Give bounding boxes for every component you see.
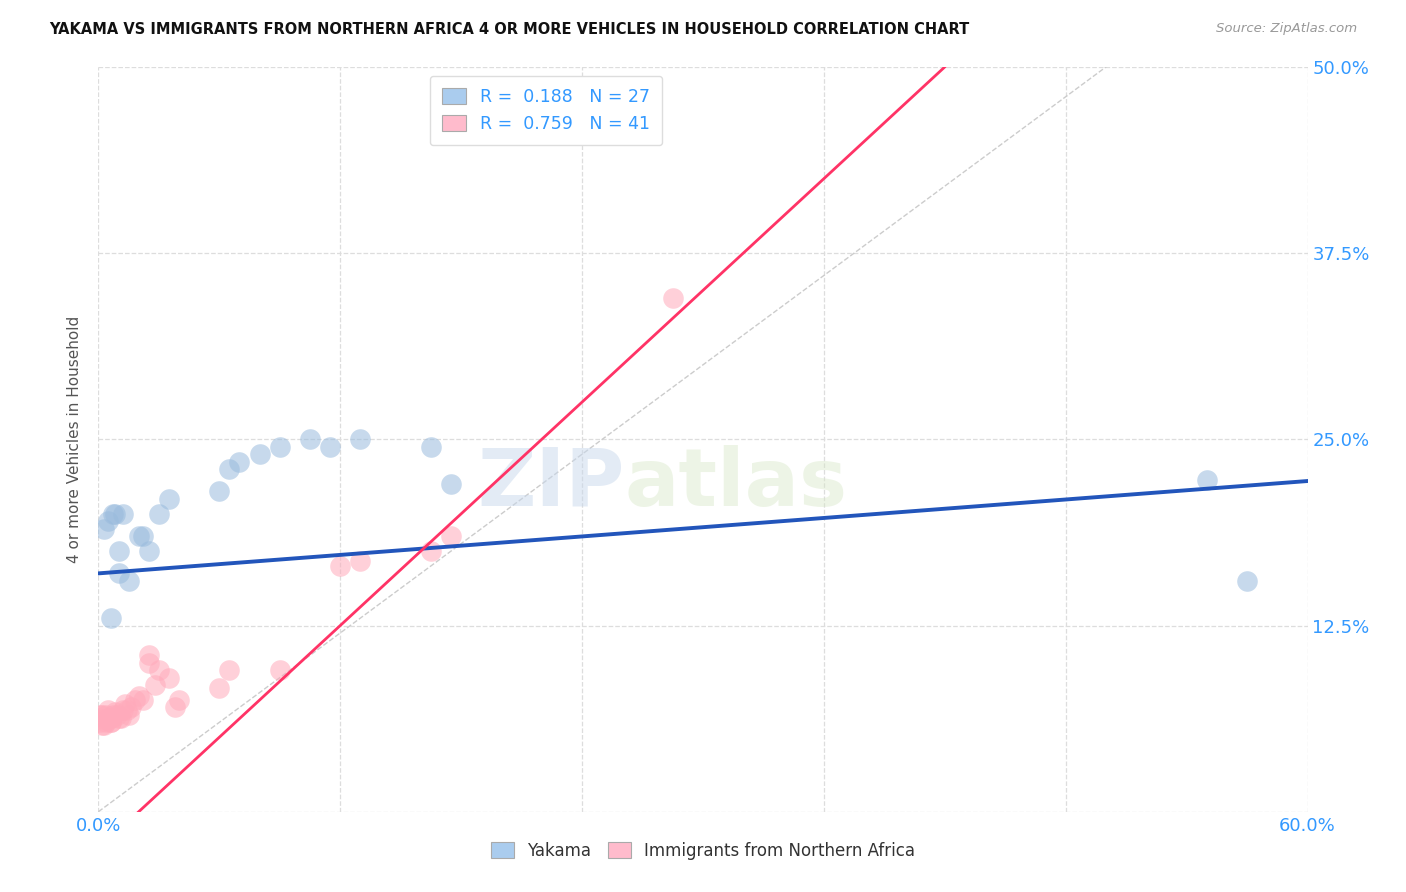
- Point: [132, 693, 155, 707]
- Point: [661, 291, 683, 305]
- Point: [114, 698, 136, 712]
- Point: [138, 544, 160, 558]
- Text: ZIP: ZIP: [477, 445, 624, 523]
- Point: [93, 712, 115, 726]
- Point: [420, 440, 443, 454]
- Point: [96, 707, 118, 722]
- Legend: Yakama, Immigrants from Northern Africa: Yakama, Immigrants from Northern Africa: [484, 836, 922, 867]
- Point: [103, 507, 125, 521]
- Point: [138, 648, 160, 663]
- Point: [319, 440, 342, 454]
- Point: [111, 703, 134, 717]
- Point: [100, 715, 122, 730]
- Point: [249, 447, 271, 461]
- Point: [107, 711, 129, 725]
- Text: Source: ZipAtlas.com: Source: ZipAtlas.com: [1216, 22, 1357, 36]
- Point: [143, 678, 166, 692]
- Point: [101, 707, 124, 722]
- Point: [132, 529, 155, 543]
- Point: [91, 707, 114, 722]
- Point: [349, 554, 371, 568]
- Point: [100, 611, 122, 625]
- Point: [107, 566, 129, 581]
- Point: [100, 711, 122, 725]
- Point: [349, 433, 371, 447]
- Point: [91, 718, 114, 732]
- Point: [329, 558, 352, 573]
- Point: [93, 718, 115, 732]
- Point: [228, 455, 250, 469]
- Point: [440, 477, 463, 491]
- Point: [218, 462, 240, 476]
- Point: [118, 707, 141, 722]
- Point: [101, 507, 124, 521]
- Point: [299, 433, 322, 447]
- Point: [100, 715, 122, 730]
- Point: [218, 663, 240, 677]
- Y-axis label: 4 or more Vehicles in Household: 4 or more Vehicles in Household: [67, 316, 83, 563]
- Text: atlas: atlas: [624, 445, 848, 523]
- Point: [128, 689, 150, 703]
- Point: [107, 544, 129, 558]
- Point: [103, 705, 125, 719]
- Point: [148, 507, 170, 521]
- Text: YAKAMA VS IMMIGRANTS FROM NORTHERN AFRICA 4 OR MORE VEHICLES IN HOUSEHOLD CORREL: YAKAMA VS IMMIGRANTS FROM NORTHERN AFRIC…: [49, 22, 970, 37]
- Point: [118, 574, 141, 588]
- Point: [420, 544, 443, 558]
- Point: [97, 703, 120, 717]
- Point: [110, 711, 132, 725]
- Point: [1236, 574, 1258, 588]
- Point: [157, 491, 180, 506]
- Point: [105, 707, 128, 722]
- Point: [1195, 473, 1218, 487]
- Point: [115, 703, 138, 717]
- Point: [440, 529, 463, 543]
- Point: [163, 700, 186, 714]
- Point: [120, 700, 142, 714]
- Point: [208, 681, 231, 695]
- Point: [128, 529, 150, 543]
- Point: [124, 693, 146, 707]
- Point: [97, 712, 120, 726]
- Point: [138, 656, 160, 670]
- Point: [269, 663, 291, 677]
- Point: [93, 522, 115, 536]
- Point: [208, 484, 231, 499]
- Point: [97, 514, 120, 528]
- Point: [167, 693, 190, 707]
- Point: [96, 715, 118, 730]
- Point: [89, 715, 111, 730]
- Point: [111, 507, 134, 521]
- Point: [157, 671, 180, 685]
- Point: [148, 663, 170, 677]
- Point: [89, 707, 111, 722]
- Point: [269, 440, 291, 454]
